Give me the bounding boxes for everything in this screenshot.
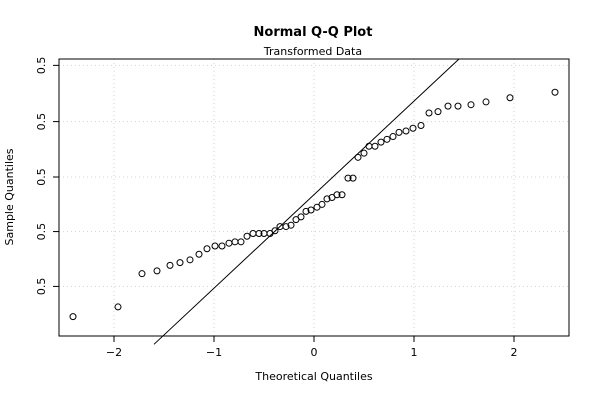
- y-axis-label: Sample Quantiles: [3, 148, 16, 245]
- data-point: [166, 261, 174, 269]
- data-point: [271, 227, 279, 235]
- y-tick-label: 0.5: [35, 223, 48, 241]
- grid: [59, 59, 569, 336]
- data-point: [138, 270, 146, 278]
- data-point: [218, 242, 226, 250]
- data-point: [195, 250, 203, 258]
- chart-title: Normal Q-Q Plot: [254, 25, 373, 40]
- data-point: [409, 124, 417, 132]
- data-point: [203, 245, 211, 253]
- x-tick-label: 2: [511, 346, 518, 359]
- x-tick-label: −1: [206, 346, 222, 359]
- data-point: [176, 259, 184, 267]
- points-layer: [69, 88, 559, 321]
- data-point: [383, 135, 391, 143]
- x-tick-label: 1: [411, 346, 418, 359]
- data-point: [255, 230, 263, 238]
- data-point: [402, 127, 410, 135]
- data-point: [377, 138, 385, 146]
- data-point: [371, 142, 379, 150]
- data-point: [282, 223, 290, 231]
- reference-line: [153, 58, 460, 345]
- chart-subtitle: Transformed Data: [263, 45, 362, 58]
- data-point: [344, 174, 352, 182]
- data-point: [506, 94, 514, 102]
- x-tick-label: −2: [106, 346, 122, 359]
- data-point: [297, 213, 305, 221]
- data-point: [482, 98, 490, 106]
- data-point: [307, 206, 315, 214]
- data-point: [333, 191, 341, 199]
- data-point: [318, 200, 326, 208]
- data-point: [444, 102, 452, 110]
- data-point: [395, 128, 403, 136]
- data-point: [243, 232, 251, 240]
- data-point: [360, 149, 368, 157]
- data-point: [454, 102, 462, 110]
- y-axis: 0.5 0.5 0.5 0.5 0.5: [35, 57, 59, 296]
- data-point: [237, 238, 245, 246]
- y-tick-label: 0.5: [35, 57, 48, 75]
- data-point: [186, 256, 194, 264]
- data-point: [153, 267, 161, 275]
- data-point: [389, 133, 397, 141]
- data-point: [211, 242, 219, 250]
- x-tick-label: 0: [311, 346, 318, 359]
- y-tick-label: 0.5: [35, 168, 48, 186]
- data-point: [69, 313, 77, 321]
- data-point: [425, 109, 433, 117]
- x-axis-label: Theoretical Quantiles: [254, 370, 372, 383]
- data-point: [551, 88, 559, 96]
- data-point: [287, 221, 295, 229]
- data-point: [338, 191, 346, 199]
- data-point: [354, 153, 362, 161]
- x-axis: −2 −1 0 1 2: [106, 336, 518, 359]
- data-point: [467, 101, 475, 109]
- data-point: [349, 174, 357, 182]
- y-tick-label: 0.5: [35, 278, 48, 296]
- data-point: [417, 121, 425, 129]
- data-point: [434, 108, 442, 116]
- y-tick-label: 0.5: [35, 113, 48, 130]
- data-point: [302, 207, 310, 215]
- data-point: [114, 303, 122, 311]
- data-point: [323, 195, 331, 203]
